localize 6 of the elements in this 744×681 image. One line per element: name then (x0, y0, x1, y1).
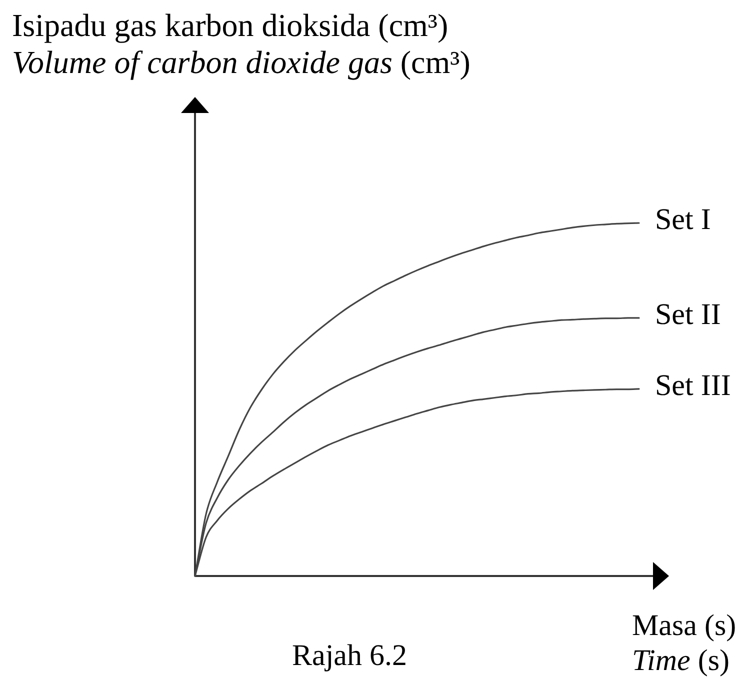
series-label: Set III (655, 368, 731, 402)
y-axis-title: Isipadu gas karbon dioksida (cm³) Volume of carbon dioxide gas (cm³) (12, 7, 470, 80)
text: Rajah 6.2 (292, 638, 407, 673)
x-axis-title: Masa (s) Time (s) (632, 608, 736, 677)
series-label: Set II (655, 298, 721, 331)
series-label: Set I (655, 203, 711, 236)
